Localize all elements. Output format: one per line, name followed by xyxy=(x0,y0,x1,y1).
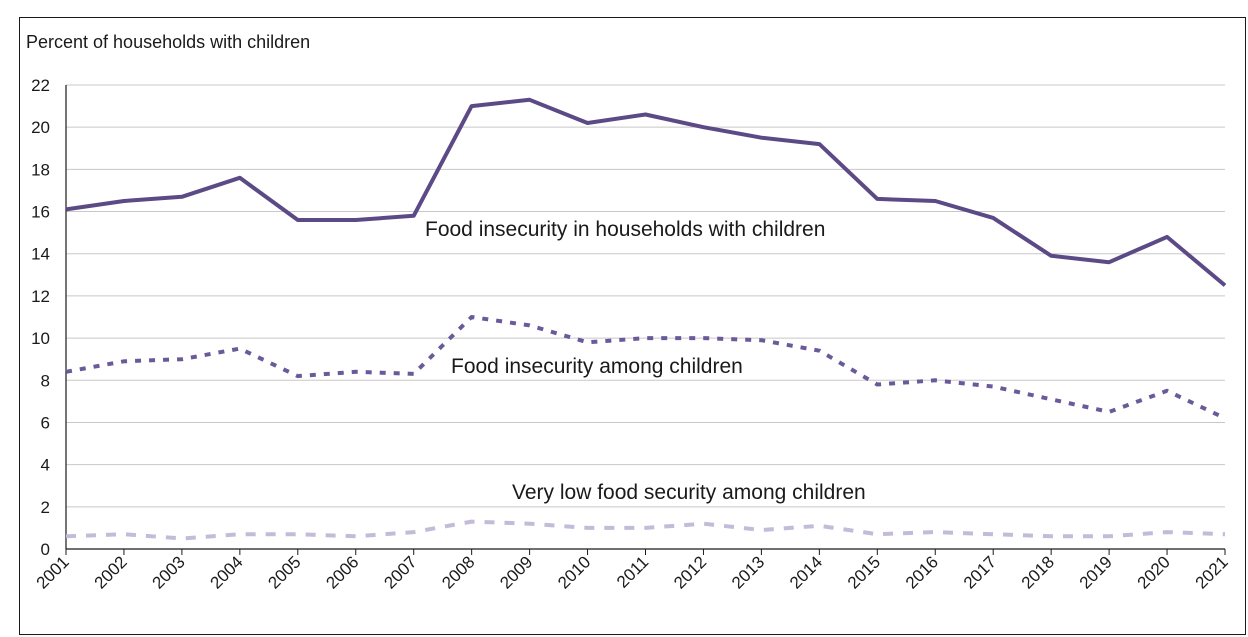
gridlines xyxy=(65,84,1225,550)
x-tick-label: 2017 xyxy=(960,552,1000,592)
x-tick-label: 2004 xyxy=(206,552,246,592)
x-tick-label: 2019 xyxy=(1076,552,1116,592)
x-tick-label: 2001 xyxy=(33,552,73,592)
x-tick-label: 2016 xyxy=(902,552,942,592)
x-tick-label: 2005 xyxy=(264,552,304,592)
chart-frame xyxy=(19,17,1246,635)
series-label-very-low: Very low food security among children xyxy=(512,481,866,504)
x-tick-label: 2010 xyxy=(554,552,594,592)
x-tick-label: 2018 xyxy=(1018,552,1058,592)
x-tick-label: 2008 xyxy=(438,552,478,592)
y-tick-label: 6 xyxy=(41,413,50,432)
x-tick-label: 2003 xyxy=(149,552,189,592)
y-tick-label: 14 xyxy=(31,245,50,264)
x-tick-label: 2014 xyxy=(786,552,826,592)
y-tick-label: 10 xyxy=(31,329,50,348)
x-tick-label: 2013 xyxy=(728,552,768,592)
x-tick-label: 2007 xyxy=(380,552,420,592)
y-axis-label: Percent of households with children xyxy=(26,32,310,52)
y-tick-label: 22 xyxy=(31,76,50,95)
x-tick-label: 2021 xyxy=(1192,552,1232,592)
y-tick-labels: 0 2 4 6 8 10 12 14 16 18 20 22 xyxy=(31,76,50,559)
series-line-1 xyxy=(65,97,1227,287)
x-tick-labels: 2001 2002 2003 2004 2005 2006 2007 2008 2009 2010… xyxy=(33,549,1232,593)
y-tick-label: 8 xyxy=(41,371,50,390)
x-tick-label: 2011 xyxy=(613,552,652,591)
y-tick-label: 16 xyxy=(31,203,50,222)
series-lines xyxy=(65,97,1227,541)
x-tick-label: 2012 xyxy=(670,552,710,592)
series-label-households: Food insecurity in households with child… xyxy=(425,218,825,241)
series-line-3 xyxy=(65,519,1226,541)
series-line-2 xyxy=(65,315,1226,421)
x-tick-label: 2020 xyxy=(1134,552,1174,592)
y-tick-label: 12 xyxy=(31,287,50,306)
y-tick-label: 4 xyxy=(41,456,50,475)
x-tick-label: 2002 xyxy=(91,552,131,592)
y-tick-label: 20 xyxy=(31,118,50,137)
y-tick-label: 2 xyxy=(41,498,50,517)
series-label-children: Food insecurity among children xyxy=(451,355,743,378)
x-tick-label: 2006 xyxy=(322,552,362,592)
x-tick-label: 2009 xyxy=(496,552,536,592)
y-tick-label: 0 xyxy=(41,540,50,559)
x-tick-label: 2015 xyxy=(844,552,884,592)
y-tick-label: 18 xyxy=(31,160,50,179)
